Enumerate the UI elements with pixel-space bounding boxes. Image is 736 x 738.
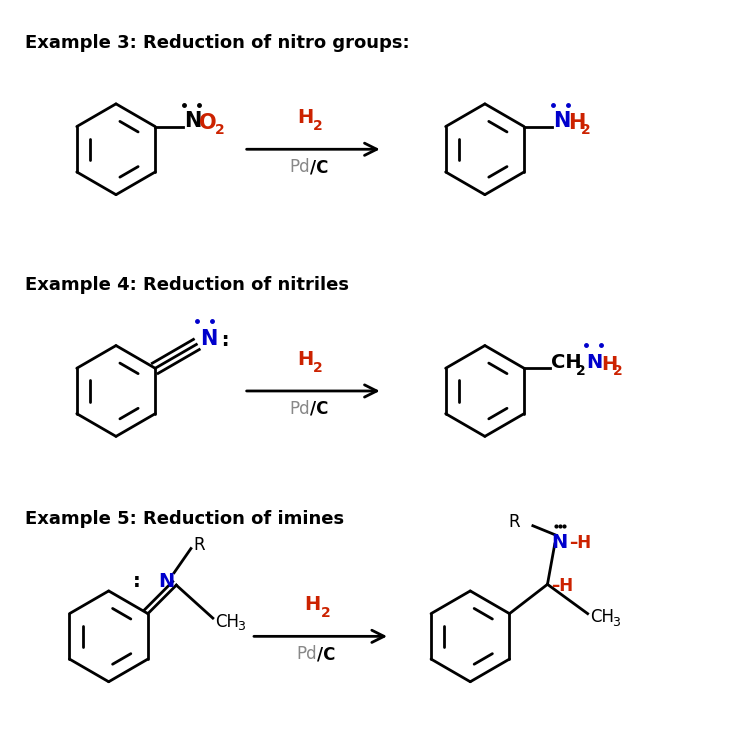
Text: 2: 2 <box>581 123 591 137</box>
Text: Pd: Pd <box>289 400 310 418</box>
Text: 3: 3 <box>612 616 620 629</box>
Text: H: H <box>297 108 314 127</box>
Text: –H: –H <box>570 534 592 551</box>
Text: 2: 2 <box>320 606 330 620</box>
Text: R: R <box>508 513 520 531</box>
Text: 2: 2 <box>314 119 323 133</box>
Text: H: H <box>601 355 617 374</box>
Text: Pd: Pd <box>289 158 310 176</box>
Text: 2: 2 <box>613 364 623 378</box>
Text: Pd: Pd <box>297 645 317 663</box>
Text: N: N <box>551 533 567 552</box>
Text: 3: 3 <box>237 621 245 633</box>
Text: N: N <box>200 328 217 348</box>
Text: CH: CH <box>215 613 239 631</box>
Text: /C: /C <box>310 400 328 418</box>
Text: H: H <box>297 350 314 369</box>
Text: N: N <box>158 572 174 591</box>
Text: N: N <box>586 353 603 372</box>
Text: O: O <box>199 113 216 133</box>
Text: CH: CH <box>590 608 614 627</box>
Text: 2: 2 <box>215 123 225 137</box>
Text: 2: 2 <box>576 364 586 378</box>
Text: 2: 2 <box>314 361 323 375</box>
Text: Example 4: Reduction of nitriles: Example 4: Reduction of nitriles <box>25 276 349 294</box>
Text: –H: –H <box>551 577 573 595</box>
Text: N: N <box>185 111 202 131</box>
Text: :: : <box>215 331 229 351</box>
Text: Example 5: Reduction of imines: Example 5: Reduction of imines <box>25 510 344 528</box>
Text: :: : <box>132 572 147 591</box>
Text: R: R <box>193 536 205 554</box>
Text: H: H <box>568 113 585 133</box>
Text: H: H <box>304 596 320 614</box>
Text: N: N <box>553 111 570 131</box>
Text: /C: /C <box>310 158 328 176</box>
Text: /C: /C <box>317 645 335 663</box>
Text: Example 3: Reduction of nitro groups:: Example 3: Reduction of nitro groups: <box>25 34 409 52</box>
Text: CH: CH <box>551 353 581 372</box>
